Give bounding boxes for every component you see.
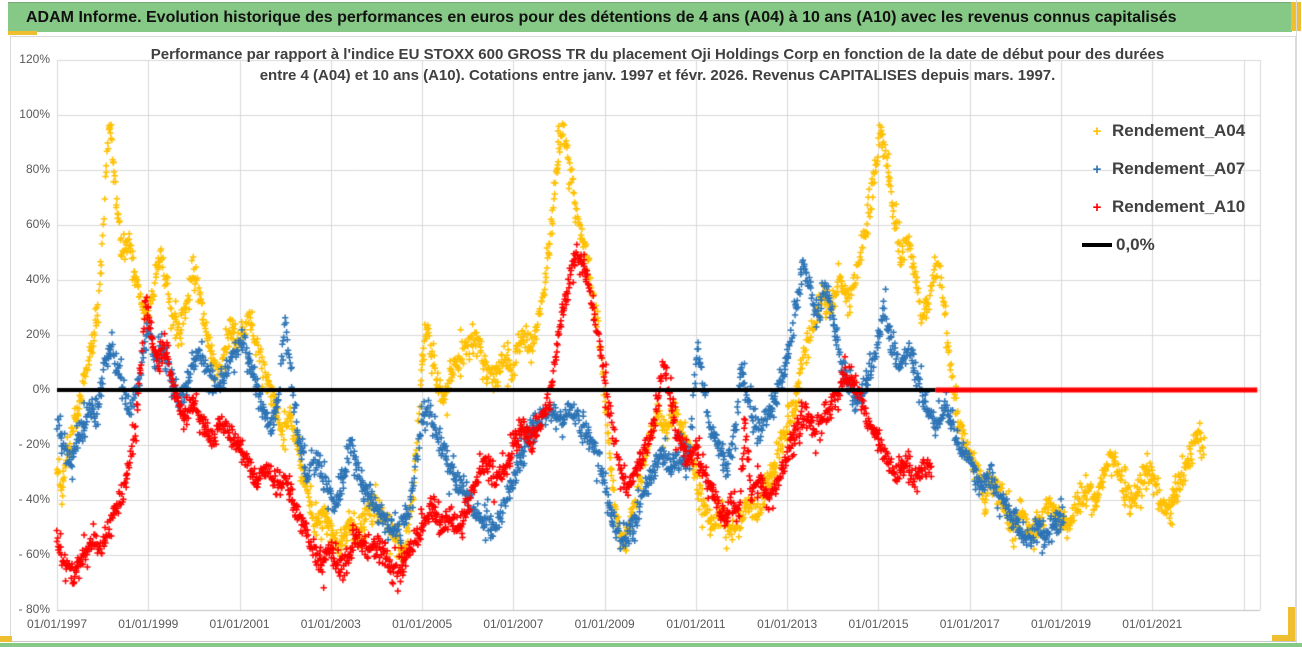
x-axis-tick-label: 01/01/1999 (118, 617, 179, 631)
bottom-divider (0, 641, 1296, 642)
y-axis-tick-label: 60% (25, 217, 50, 231)
right-window-edge (1296, 0, 1297, 643)
y-axis-tick-label: - 20% (18, 437, 50, 451)
x-axis-tick-label: 01/01/2021 (1122, 617, 1183, 631)
bottom-green-strip (0, 643, 1302, 647)
legend-label: Rendement_A07 (1112, 159, 1246, 178)
x-axis-tick-label: 01/01/2001 (209, 617, 270, 631)
legend-label: Rendement_A04 (1112, 121, 1246, 140)
legend: + Rendement_A04 + Rendement_A07 + Rendem… (1082, 112, 1282, 264)
x-axis-tick-label: 01/01/2003 (300, 617, 361, 631)
y-axis-tick-label: 20% (25, 327, 50, 341)
x-axis-tick-label: 01/01/2009 (574, 617, 635, 631)
chart-title-line1: Performance par rapport à l'indice EU ST… (150, 46, 1165, 63)
chart-title-line2: entre 4 (A04) et 10 ans (A10). Cotations… (259, 67, 1056, 84)
x-axis-tick-label: 01/01/2017 (939, 617, 1000, 631)
y-axis-tick-label: 80% (25, 162, 50, 176)
bottom-right-accent-horizontal (1272, 635, 1295, 641)
legend-item-zero-line: 0,0% (1082, 226, 1282, 264)
x-axis-tick-label: 01/01/2011 (666, 617, 726, 631)
x-axis-tick-label: 01/01/2005 (392, 617, 453, 631)
legend-item-a07: + Rendement_A07 (1082, 150, 1282, 188)
x-axis-tick-label: 01/01/2013 (757, 617, 818, 631)
plus-marker-icon: + (1092, 198, 1102, 216)
legend-item-a04: + Rendement_A04 (1082, 112, 1282, 150)
x-axis-tick-label: 01/01/1997 (26, 617, 88, 631)
y-axis-tick-label: 120% (19, 52, 50, 66)
y-axis-tick-label: 0% (32, 382, 50, 396)
x-axis-tick-label: 01/01/2015 (848, 617, 909, 631)
y-axis-tick-label: - 60% (18, 547, 50, 561)
plus-marker-icon: + (1092, 160, 1102, 178)
y-axis-tick-label: - 40% (18, 492, 50, 506)
chart-title: Performance par rapport à l'indice EU ST… (140, 44, 1175, 86)
bottom-left-accent (0, 636, 12, 642)
legend-label: 0,0% (1116, 235, 1155, 254)
legend-label: Rendement_A10 (1112, 197, 1246, 216)
y-axis-tick-label: - 80% (18, 602, 50, 616)
bottom-right-accent-vertical (1288, 607, 1295, 641)
plus-marker-icon: + (1092, 122, 1102, 140)
x-axis-tick-label: 01/01/2019 (1030, 617, 1092, 631)
legend-item-a10: + Rendement_A10 (1082, 188, 1282, 226)
y-axis-tick-label: 40% (25, 272, 50, 286)
x-axis-tick-label: 01/01/2007 (483, 617, 544, 631)
zero-line-icon (1082, 243, 1112, 247)
y-axis-tick-label: 100% (19, 107, 50, 121)
